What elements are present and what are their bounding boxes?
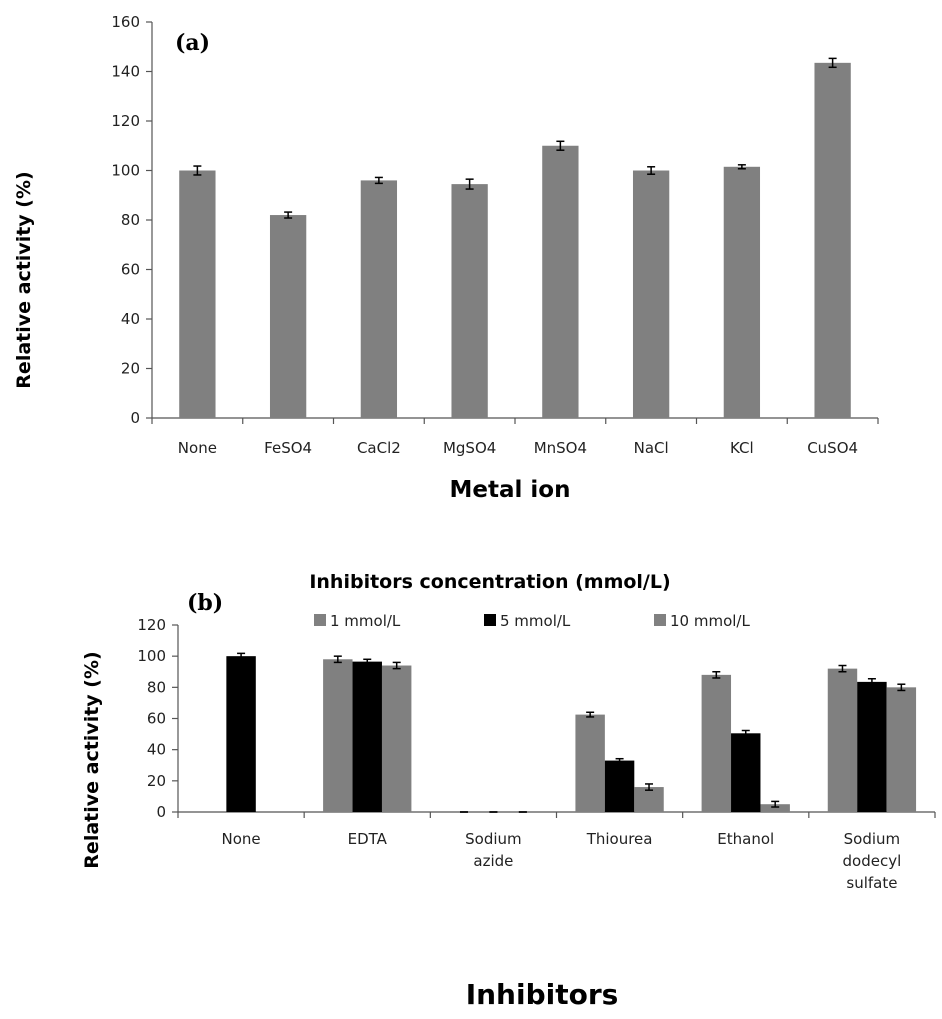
y-tick-label: 60 (147, 710, 166, 728)
x-category-label: Sodium (844, 830, 901, 848)
bar (575, 714, 605, 812)
y-tick-label: 40 (147, 741, 166, 759)
legend-swatch (314, 614, 326, 626)
y-tick-label: 80 (147, 678, 166, 696)
legend-swatch (484, 614, 496, 626)
x-category-label: EDTA (348, 830, 388, 848)
chart-metal-ion: (a) Relative activity (%) Metal ion 0 20 4… (13, 13, 879, 503)
bar (542, 145, 579, 418)
bar (731, 733, 761, 812)
panel-label-a: (a) (175, 30, 210, 56)
y-tick-label: 0 (156, 803, 166, 821)
panel-label-b: (b) (187, 590, 223, 616)
x-category-label: CuSO4 (807, 439, 858, 457)
y-tick-label: 20 (121, 360, 140, 378)
chart-inhibitors: Inhibitors concentration (mmol/L) (b) Re… (81, 571, 936, 1011)
bar (381, 665, 412, 812)
y-tick-label: 40 (121, 310, 140, 328)
bar (632, 170, 670, 418)
bar (226, 656, 256, 812)
x-category-label: NaCl (634, 439, 669, 457)
bar (323, 659, 353, 812)
y-tick-label: 160 (111, 13, 140, 31)
bar (179, 170, 216, 418)
bar (827, 668, 858, 812)
legend-label: 1 mmol/L (330, 612, 401, 630)
y-tick-label: 80 (121, 211, 140, 229)
bar (814, 62, 851, 419)
x-category-label: dodecyl (843, 852, 902, 870)
bar (701, 674, 732, 812)
y-tick-label: 100 (137, 647, 166, 665)
bar (886, 687, 917, 812)
y-axis-title-a: Relative activity (%) (13, 171, 35, 388)
legend-swatch (654, 614, 666, 626)
bar (634, 787, 664, 812)
bar (760, 804, 790, 812)
y-tick-label: 100 (111, 162, 140, 180)
x-category-label: Thiourea (586, 830, 653, 848)
x-category-label: None (178, 439, 217, 457)
bar (723, 166, 761, 418)
bar (360, 180, 398, 418)
y-tick-label: 120 (111, 112, 140, 130)
x-category-label: azide (473, 852, 513, 870)
x-category-label: MnSO4 (534, 439, 587, 457)
x-category-label: Sodium (465, 830, 522, 848)
bar (857, 681, 887, 812)
bar (352, 661, 382, 812)
x-category-label: Ethanol (717, 830, 774, 848)
legend-label: 10 mmol/L (670, 612, 750, 630)
legend-label: 5 mmol/L (500, 612, 571, 630)
x-category-label: KCl (730, 439, 754, 457)
chart-title-b: Inhibitors concentration (mmol/L) (309, 571, 670, 593)
x-category-label: sulfate (846, 874, 897, 892)
bar (451, 184, 488, 418)
bar (604, 760, 635, 812)
x-category-label: None (222, 830, 261, 848)
y-tick-label: 140 (111, 63, 140, 81)
x-axis-title-b: Inhibitors (466, 978, 619, 1011)
y-axis-title-b: Relative activity (%) (81, 651, 103, 868)
y-tick-label: 120 (137, 616, 166, 634)
x-category-label: MgSO4 (443, 439, 496, 457)
x-axis-title-a: Metal ion (450, 477, 571, 503)
y-tick-label: 20 (147, 772, 166, 790)
x-category-label: CaCl2 (357, 439, 401, 457)
x-category-label: FeSO4 (264, 439, 312, 457)
y-tick-label: 0 (130, 409, 140, 427)
y-tick-label: 60 (121, 261, 140, 279)
bar (269, 215, 307, 418)
